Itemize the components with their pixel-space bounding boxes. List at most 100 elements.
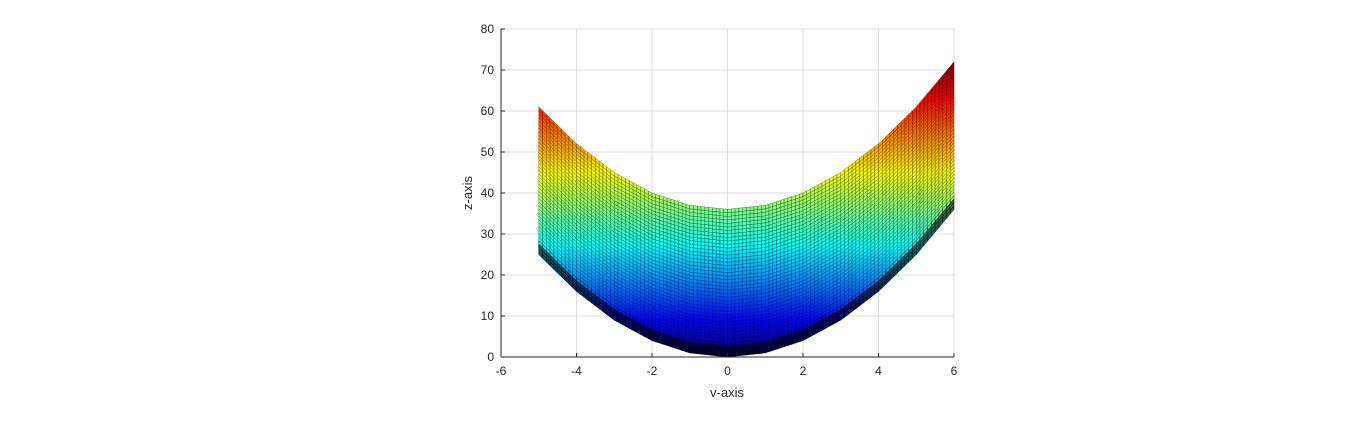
surface-cell xyxy=(719,303,724,308)
surface-cell xyxy=(757,310,762,316)
surface-cell xyxy=(715,334,721,339)
surface-cell xyxy=(689,222,694,227)
surface-cell xyxy=(712,270,717,276)
surface-cell xyxy=(761,285,766,291)
surface-cell xyxy=(757,233,762,238)
surface-cell xyxy=(719,327,724,333)
surface-cell xyxy=(738,263,743,269)
surface-cell xyxy=(727,254,732,259)
y-tick-label: 0 xyxy=(487,350,494,364)
surface-cell xyxy=(704,336,709,342)
surface-cell xyxy=(712,334,717,339)
surface-cell xyxy=(715,309,721,315)
surface-cell xyxy=(734,215,740,220)
surface-cell xyxy=(704,262,709,268)
surface-cell xyxy=(749,248,755,253)
surface-cell xyxy=(734,341,740,346)
surface-cell xyxy=(749,234,755,239)
surface-cell xyxy=(700,325,706,331)
surface-cell xyxy=(731,292,736,298)
surface-cell xyxy=(727,268,732,273)
y-tick-label: 30 xyxy=(481,227,495,241)
x-tick-label: -6 xyxy=(496,364,507,378)
y-tick-label: 80 xyxy=(481,22,495,36)
surface-cell xyxy=(753,255,758,260)
surface-cell xyxy=(731,225,736,231)
surface-cell xyxy=(708,217,713,223)
surface-cell xyxy=(704,298,709,303)
surface-cell xyxy=(734,302,740,308)
surface-cell xyxy=(746,287,751,292)
surface-cell xyxy=(693,328,698,333)
surface-cell xyxy=(746,224,751,229)
surface-cell xyxy=(753,321,758,327)
surface-cell xyxy=(719,240,724,245)
surface-cell xyxy=(697,234,702,239)
surface-cell xyxy=(738,270,743,276)
surface-cell xyxy=(749,273,755,278)
surface-cell xyxy=(746,259,751,264)
surface-cell xyxy=(712,232,717,237)
y-axis-label: z-axis xyxy=(460,176,475,210)
surface-cell xyxy=(746,238,751,243)
surface-cell xyxy=(689,212,694,217)
surface-cell xyxy=(746,294,751,299)
surface-cell xyxy=(723,310,728,316)
surface-cell xyxy=(757,258,762,263)
surface-cell xyxy=(757,296,762,302)
x-tick-label: 2 xyxy=(800,364,807,378)
surface-cell xyxy=(712,225,717,230)
surface-cell xyxy=(753,234,758,239)
surface-cell xyxy=(715,246,721,251)
surface-cell xyxy=(753,216,758,221)
surface-cell xyxy=(727,286,732,291)
surface-cell xyxy=(749,213,755,218)
surface-cell xyxy=(738,235,743,240)
surface-cell xyxy=(693,251,698,256)
surface-cell xyxy=(697,262,702,267)
surface-cell xyxy=(738,207,743,212)
surface-cell xyxy=(738,334,743,339)
surface-cell xyxy=(719,211,724,217)
surface-cell xyxy=(746,284,751,289)
surface-cell xyxy=(712,312,717,318)
surface-cell xyxy=(753,212,758,218)
surface-cell xyxy=(742,312,747,317)
surface-cell xyxy=(731,299,736,305)
surface-cell xyxy=(708,242,713,247)
surface-cell xyxy=(704,280,709,285)
surface-cell xyxy=(708,224,713,230)
surface-cell xyxy=(727,265,732,270)
surface-cell xyxy=(712,337,717,342)
surface-cell xyxy=(723,300,728,305)
surface-cell xyxy=(693,335,698,340)
surface-cell xyxy=(742,326,747,331)
surface-cell xyxy=(742,214,747,219)
surface-cell xyxy=(723,303,728,308)
surface-cell xyxy=(719,275,724,280)
surface-cell xyxy=(693,261,698,267)
surface-cell xyxy=(693,209,698,214)
surface-cell xyxy=(734,323,740,329)
surface-cell xyxy=(712,302,717,307)
surface-cell xyxy=(704,287,709,292)
surface-cell xyxy=(719,222,724,227)
surface-cell xyxy=(723,331,728,337)
surface-cell xyxy=(742,330,747,335)
surface-cell xyxy=(689,307,694,312)
surface-cell xyxy=(734,295,740,301)
surface-cell xyxy=(734,330,740,336)
surface-cell xyxy=(689,219,694,224)
surface-cell xyxy=(715,281,721,287)
surface-cell xyxy=(715,302,721,308)
surface-cell xyxy=(719,261,724,266)
surface-cell xyxy=(689,229,694,235)
surface-cell xyxy=(757,216,762,221)
surface-cell xyxy=(753,237,758,242)
surface-cell xyxy=(761,338,766,344)
surface-cell xyxy=(697,209,702,214)
surface-cell xyxy=(734,236,740,241)
surface-cell xyxy=(697,297,702,302)
surface-cell xyxy=(708,295,713,300)
surface-cell xyxy=(712,207,717,212)
